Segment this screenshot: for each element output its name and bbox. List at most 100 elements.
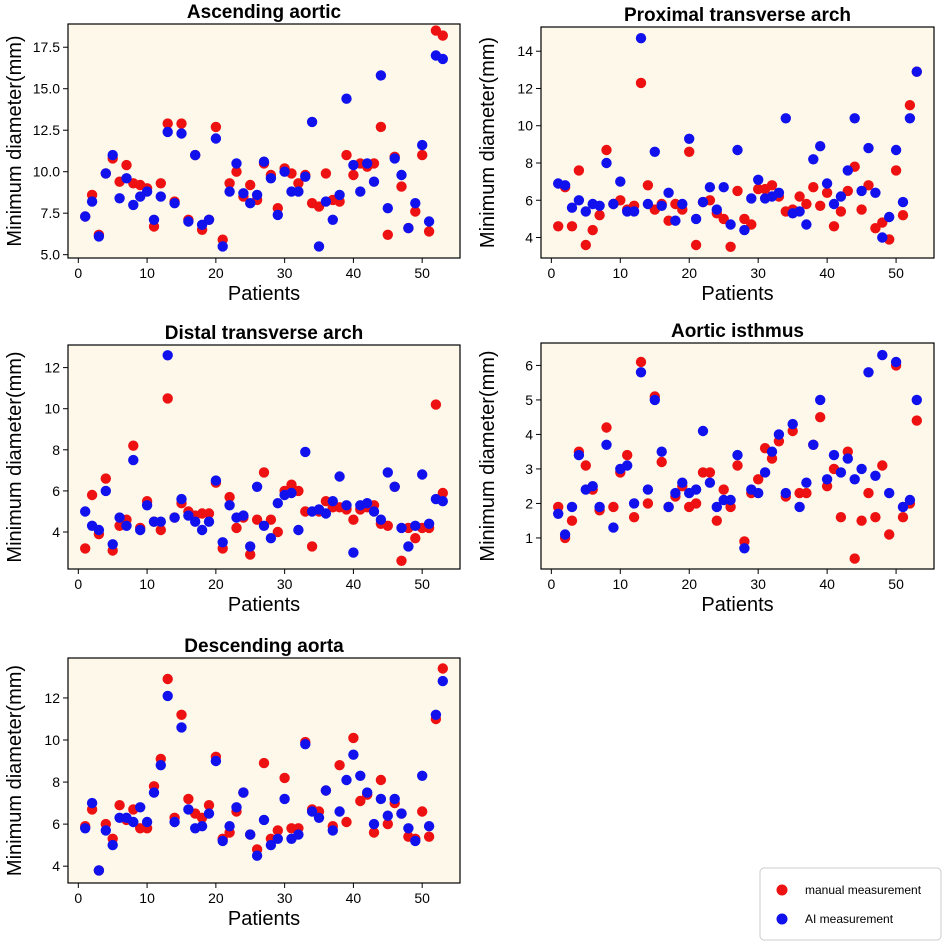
ai-point [608, 198, 619, 210]
ai-point [382, 203, 393, 214]
manual-point [580, 460, 591, 471]
ai-point [835, 191, 847, 202]
ai-point [863, 142, 874, 154]
ai-point [162, 126, 173, 138]
y-axis-label: Minimum diameter(mm) [477, 37, 499, 248]
ai-point [573, 449, 585, 461]
ai-point [190, 516, 201, 527]
ai-point [121, 520, 132, 531]
x-tick-label: 40 [819, 265, 835, 281]
manual-point [808, 182, 819, 193]
manual-point [753, 474, 764, 485]
ai-point [642, 484, 654, 495]
ai-point [251, 850, 263, 861]
ai-point [870, 187, 881, 198]
ai-point [704, 182, 716, 193]
manual-point [355, 795, 366, 807]
manual-point [224, 491, 235, 503]
manual-point [306, 541, 318, 552]
manual-point [258, 757, 270, 769]
ai-point [121, 173, 132, 184]
x-tick-label: 30 [277, 890, 293, 906]
ai-point [608, 522, 619, 533]
ai-point [176, 128, 187, 139]
ai-point [334, 189, 345, 201]
ai-point [711, 204, 722, 215]
scatter-panel: Proximal transverse arch 0 10 20 30 40 50 4 6 8 10… [477, 5, 935, 305]
ai-point [856, 185, 867, 197]
ai-point [348, 749, 359, 760]
ai-point [224, 186, 235, 197]
ai-point [911, 394, 922, 406]
manual-point [821, 187, 833, 198]
x-tick-label: 40 [819, 576, 835, 592]
manual-point [718, 213, 729, 225]
x-tick-label: 20 [208, 890, 224, 906]
ai-point [759, 467, 771, 478]
y-tick-label: 10 [44, 401, 60, 417]
ai-point [251, 189, 263, 201]
manual-point [725, 241, 736, 252]
y-tick-label: 6 [525, 357, 533, 373]
ai-point [423, 821, 435, 832]
ai-point [368, 176, 380, 187]
ai-point [217, 835, 228, 847]
chart-title: Proximal transverse arch [624, 5, 851, 26]
ai-point [856, 463, 867, 475]
ai-point [580, 206, 591, 217]
ai-point [327, 825, 338, 836]
ai-point [203, 516, 215, 527]
manual-point [203, 800, 215, 811]
manual-point [635, 77, 647, 89]
manual-point [835, 512, 847, 523]
ai-point [183, 804, 194, 815]
ai-point [849, 113, 860, 124]
y-tick-label: 5 [525, 392, 533, 408]
ai-point [279, 166, 290, 177]
ai-point [313, 241, 325, 252]
manual-point [176, 709, 187, 720]
manual-point [594, 210, 605, 221]
ai-point [245, 541, 256, 552]
manual-point [877, 460, 888, 471]
ai-point [293, 524, 304, 536]
y-tick-label: 1 [525, 530, 533, 546]
ai-point [403, 823, 414, 834]
manual-point [245, 549, 256, 560]
manual-point [423, 226, 435, 237]
y-tick-label: 17.5 [33, 39, 60, 55]
ai-point [155, 760, 166, 771]
ai-point [155, 191, 166, 202]
ai-point [753, 487, 764, 499]
legend-marker-ai [776, 913, 788, 925]
ai-point [100, 825, 112, 836]
ai-point [341, 500, 352, 511]
ai-point [656, 200, 667, 211]
ai-point [437, 675, 448, 687]
ai-point [615, 176, 626, 187]
ai-point [169, 198, 180, 209]
plot-frame [540, 26, 935, 259]
manual-point [410, 206, 421, 217]
x-tick-label: 50 [414, 576, 430, 592]
manual-point [642, 498, 654, 509]
ai-point [300, 171, 311, 182]
ai-point [890, 144, 902, 156]
y-tick-label: 5.0 [41, 247, 61, 263]
ai-point [403, 222, 414, 234]
series-ai [80, 50, 448, 252]
manual-point [842, 185, 853, 197]
ai-point [573, 195, 585, 206]
ai-point [410, 520, 421, 531]
ai-point [382, 810, 393, 821]
scatter-panel: Aortic isthmus 0 10 20 30 40 50 1 2 3 4 5 6 Patients M… [477, 321, 935, 616]
x-tick-label: 20 [681, 265, 697, 281]
ai-point [286, 487, 297, 499]
ai-point [587, 481, 598, 492]
manual-point [801, 487, 812, 499]
ai-point [293, 186, 304, 197]
ai-point [128, 454, 139, 466]
ai-point [93, 231, 105, 242]
ai-point [348, 547, 359, 558]
ai-point [697, 425, 709, 437]
